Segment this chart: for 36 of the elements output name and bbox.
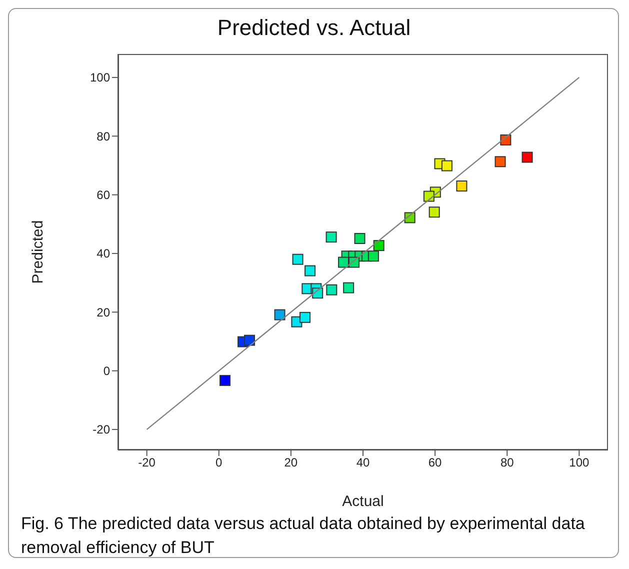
- point: [428, 206, 440, 218]
- point: [373, 240, 384, 252]
- y-axis-title: Predicted: [29, 220, 46, 284]
- x-tick-label: 100: [569, 456, 590, 470]
- x-tick-label: 20: [284, 456, 298, 470]
- x-axis-title: Actual: [342, 493, 384, 510]
- chart-title: Predicted vs. Actual: [216, 15, 412, 41]
- x-tick-label: -20: [138, 456, 156, 470]
- point: [299, 312, 310, 323]
- x-tick-label: 80: [500, 456, 514, 470]
- point: [354, 233, 366, 244]
- point: [292, 254, 304, 265]
- point: [338, 256, 350, 268]
- point: [326, 232, 337, 243]
- y-tick-label: 40: [96, 246, 110, 261]
- point: [304, 265, 316, 276]
- point: [368, 250, 379, 262]
- y-tick-label: 20: [96, 305, 110, 320]
- point: [244, 334, 256, 346]
- point: [441, 160, 452, 172]
- y-tick-label: 80: [96, 129, 110, 144]
- y-tick-label: -20: [92, 422, 110, 437]
- y-tick-label: 100: [90, 70, 110, 85]
- point: [343, 282, 354, 294]
- caption: Fig. 6 The predicted data versus actual data obtained by experimental data removal efficiency of BUT: [21, 513, 586, 559]
- point: [456, 180, 468, 192]
- point: [494, 156, 506, 168]
- y-tick-label: 60: [96, 188, 110, 202]
- x-tick-label: 0: [216, 456, 223, 470]
- y-tick-label: 0: [103, 364, 110, 378]
- point: [220, 374, 231, 386]
- point: [326, 284, 338, 296]
- x-tick-label: 40: [356, 456, 370, 470]
- point: [274, 309, 286, 320]
- point: [522, 152, 533, 163]
- x-tick-label: 60: [428, 456, 442, 470]
